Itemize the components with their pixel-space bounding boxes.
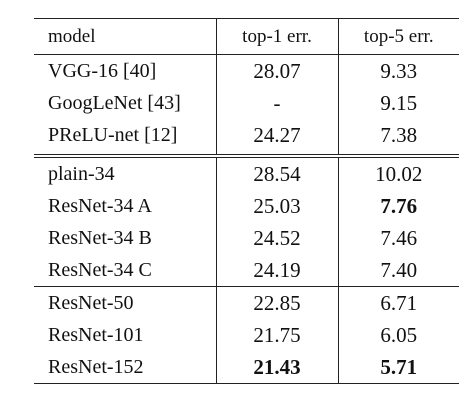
cell-model: ResNet-50	[34, 286, 217, 319]
cell-top1: 28.07	[216, 54, 339, 87]
table-row: ResNet-34 C 24.19 7.40	[34, 254, 459, 287]
cell-model: GoogLeNet [43]	[34, 87, 217, 119]
results-table-container: model top-1 err. top-5 err. VGG-16 [40] …	[34, 18, 459, 384]
cell-model: ResNet-34 B	[34, 222, 217, 254]
header-model: model	[34, 18, 217, 55]
cell-top1: 24.19	[216, 254, 339, 287]
table-row: PReLU-net [12] 24.27 7.38	[34, 119, 459, 156]
table-row: plain-34 28.54 10.02	[34, 154, 459, 190]
cell-top5: 7.38	[380, 123, 418, 147]
cell-top1: 28.54	[216, 154, 339, 190]
table-row: ResNet-34 A 25.03 7.76	[34, 190, 459, 222]
cell-model: ResNet-101	[34, 319, 217, 351]
cell-top5: 10.02	[338, 154, 459, 190]
error-rates-table: model top-1 err. top-5 err. VGG-16 [40] …	[34, 18, 459, 384]
cell-model: ResNet-34 A	[34, 190, 217, 222]
cell-top5: 6.71	[338, 286, 459, 319]
header-top1-err: top-1 err.	[216, 18, 339, 55]
table-row: ResNet-101 21.75 6.05	[34, 319, 459, 351]
cell-top1: 22.85	[216, 286, 339, 319]
cell-top5-best-in-group: 7.76	[380, 194, 418, 218]
cell-top1-best: 21.43	[216, 351, 339, 384]
table-row: ResNet-50 22.85 6.71	[34, 286, 459, 319]
cell-model: plain-34	[34, 154, 217, 190]
header-top5-err: top-5 err.	[338, 18, 459, 55]
table-row: GoogLeNet [43] - 9.15	[34, 87, 459, 119]
cell-top5: 9.15	[380, 91, 418, 115]
table-row: VGG-16 [40] 28.07 9.33	[34, 54, 459, 87]
cell-model: VGG-16 [40]	[34, 54, 217, 87]
cell-top5: 7.46	[380, 226, 418, 250]
cell-top1: 25.03	[216, 190, 339, 222]
cell-top5-best: 5.71	[338, 351, 459, 384]
cell-top5: 6.05	[380, 323, 418, 347]
table-row: ResNet-34 B 24.52 7.46	[34, 222, 459, 254]
cell-model: ResNet-34 C	[34, 254, 217, 287]
cell-top1: 24.27	[216, 119, 339, 156]
cell-top1: 21.75	[216, 319, 339, 351]
cell-top1: -	[216, 87, 339, 119]
cell-model: ResNet-152	[34, 351, 217, 384]
cell-model: PReLU-net [12]	[34, 119, 217, 156]
cell-top5: 9.33	[380, 59, 418, 83]
cell-top5: 7.40	[380, 258, 418, 282]
table-header-row: model top-1 err. top-5 err.	[34, 18, 459, 55]
table-row: ResNet-152 21.43 5.71	[34, 351, 459, 384]
cell-top1: 24.52	[216, 222, 339, 254]
